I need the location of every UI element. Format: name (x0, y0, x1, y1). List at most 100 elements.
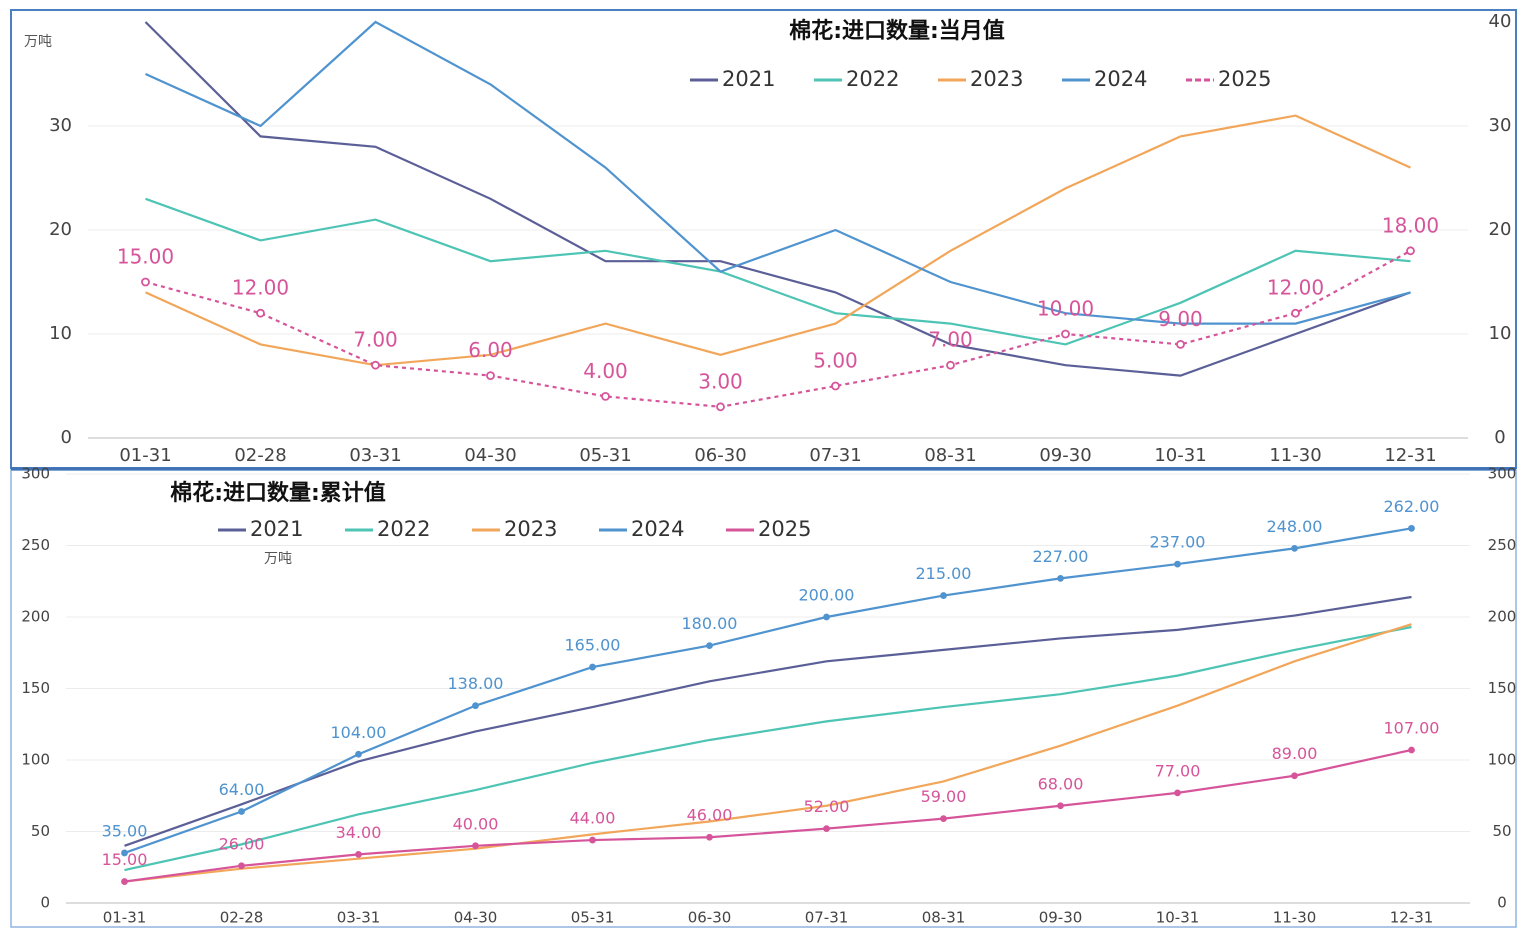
data-label: 248.00 (1267, 517, 1323, 536)
y2-tick-label: 150 (1488, 679, 1517, 697)
point (823, 825, 830, 833)
data-label: 68.00 (1038, 774, 1084, 793)
legend-label: 2021 (250, 517, 303, 541)
point (831, 381, 840, 391)
x-tick-label: 09-30 (1039, 445, 1091, 466)
x-tick-label: 01-31 (119, 445, 171, 466)
x-tick-label: 11-30 (1273, 909, 1317, 927)
data-label: 15.00 (117, 245, 174, 269)
legend-label: 2021 (722, 67, 775, 91)
y-tick-label: 0 (40, 894, 50, 912)
x-tick-label: 07-31 (809, 445, 861, 466)
x-tick-label: 03-31 (337, 909, 381, 927)
x-tick-label: 08-31 (922, 909, 966, 927)
y2-tick-label: 250 (1488, 536, 1517, 554)
data-label: 59.00 (921, 787, 967, 806)
x-tick-label: 06-30 (688, 909, 732, 927)
point (1057, 574, 1064, 582)
legend-label: 2022 (377, 517, 430, 541)
y-tick-label: 10 (49, 323, 72, 344)
legend-label: 2023 (970, 67, 1023, 91)
point (1174, 560, 1181, 568)
point (706, 833, 713, 841)
data-label: 227.00 (1033, 547, 1089, 566)
point (121, 849, 128, 857)
data-label: 6.00 (468, 338, 513, 362)
point (940, 592, 947, 599)
point (1061, 329, 1070, 339)
series-line (144, 21, 1411, 377)
y-tick-label: 20 (49, 219, 72, 240)
data-label: 46.00 (687, 806, 733, 825)
point (706, 642, 713, 649)
series-line (145, 249, 1412, 408)
y2-tick-label: 50 (1492, 822, 1511, 840)
x-tick-label: 05-31 (571, 909, 615, 927)
data-label: 262.00 (1384, 497, 1440, 516)
x-tick-label: 02-28 (234, 445, 286, 466)
data-label: 9.00 (1158, 307, 1203, 331)
series-line (124, 625, 1412, 872)
y2-tick-label: 100 (1488, 751, 1517, 769)
x-tick-label: 04-30 (454, 909, 498, 927)
y-tick-label: 30 (49, 115, 72, 136)
point (472, 842, 479, 850)
legend-label: 2022 (846, 67, 899, 91)
series-line (124, 527, 1412, 854)
legend-label: 2024 (631, 517, 684, 541)
point (371, 360, 380, 370)
x-tick-label: 01-31 (103, 909, 147, 927)
point (1291, 544, 1298, 552)
legend-label: 2025 (758, 517, 811, 541)
data-label: 138.00 (448, 674, 504, 693)
point (141, 277, 150, 287)
data-label: 44.00 (570, 809, 616, 828)
point (946, 360, 955, 370)
data-label: 89.00 (1272, 744, 1318, 763)
x-tick-label: 03-31 (349, 445, 401, 466)
y-tick-label: 200 (21, 608, 50, 626)
data-label: 104.00 (331, 723, 387, 742)
y2-tick-label: 10 (1489, 323, 1512, 344)
point (716, 402, 725, 412)
point (486, 371, 495, 381)
x-tick-label: 08-31 (924, 445, 976, 466)
chart-title: 棉花:进口数量:当月值 (789, 18, 1005, 44)
legend-label: 2025 (1218, 67, 1271, 91)
x-tick-label: 06-30 (694, 445, 746, 466)
point (1176, 339, 1185, 349)
y-tick-label: 250 (21, 536, 50, 554)
y2-tick-label: 0 (1497, 894, 1507, 912)
point (238, 862, 245, 870)
y-tick-label: 50 (31, 822, 50, 840)
y-tick-label: 150 (21, 679, 50, 697)
y-tick-label: 100 (21, 751, 50, 769)
y2-tick-label: 300 (1488, 465, 1517, 483)
x-tick-label: 12-31 (1390, 909, 1434, 927)
point (1406, 246, 1415, 256)
x-tick-label: 09-30 (1039, 909, 1083, 927)
legend-label: 2024 (1094, 67, 1147, 91)
point (1408, 746, 1415, 754)
x-tick-label: 02-28 (220, 909, 264, 927)
y2-tick-label: 30 (1489, 115, 1512, 136)
y2-tick-label: 20 (1489, 219, 1512, 240)
y2-tick-label: 40 (1489, 11, 1512, 32)
data-label: 237.00 (1150, 533, 1206, 552)
point (1291, 308, 1300, 318)
point (355, 750, 362, 758)
legend-label: 2023 (504, 517, 557, 541)
data-label: 180.00 (682, 614, 738, 633)
point (1291, 772, 1298, 780)
data-label: 7.00 (928, 328, 973, 352)
point (238, 808, 245, 815)
point (1408, 524, 1415, 532)
series-line (145, 114, 1411, 367)
data-label: 12.00 (1267, 276, 1324, 300)
data-label: 107.00 (1384, 718, 1440, 737)
point (940, 815, 947, 823)
data-label: 18.00 (1382, 213, 1439, 237)
series-line (124, 595, 1412, 847)
x-tick-label: 12-31 (1384, 445, 1436, 466)
data-label: 200.00 (799, 586, 855, 605)
